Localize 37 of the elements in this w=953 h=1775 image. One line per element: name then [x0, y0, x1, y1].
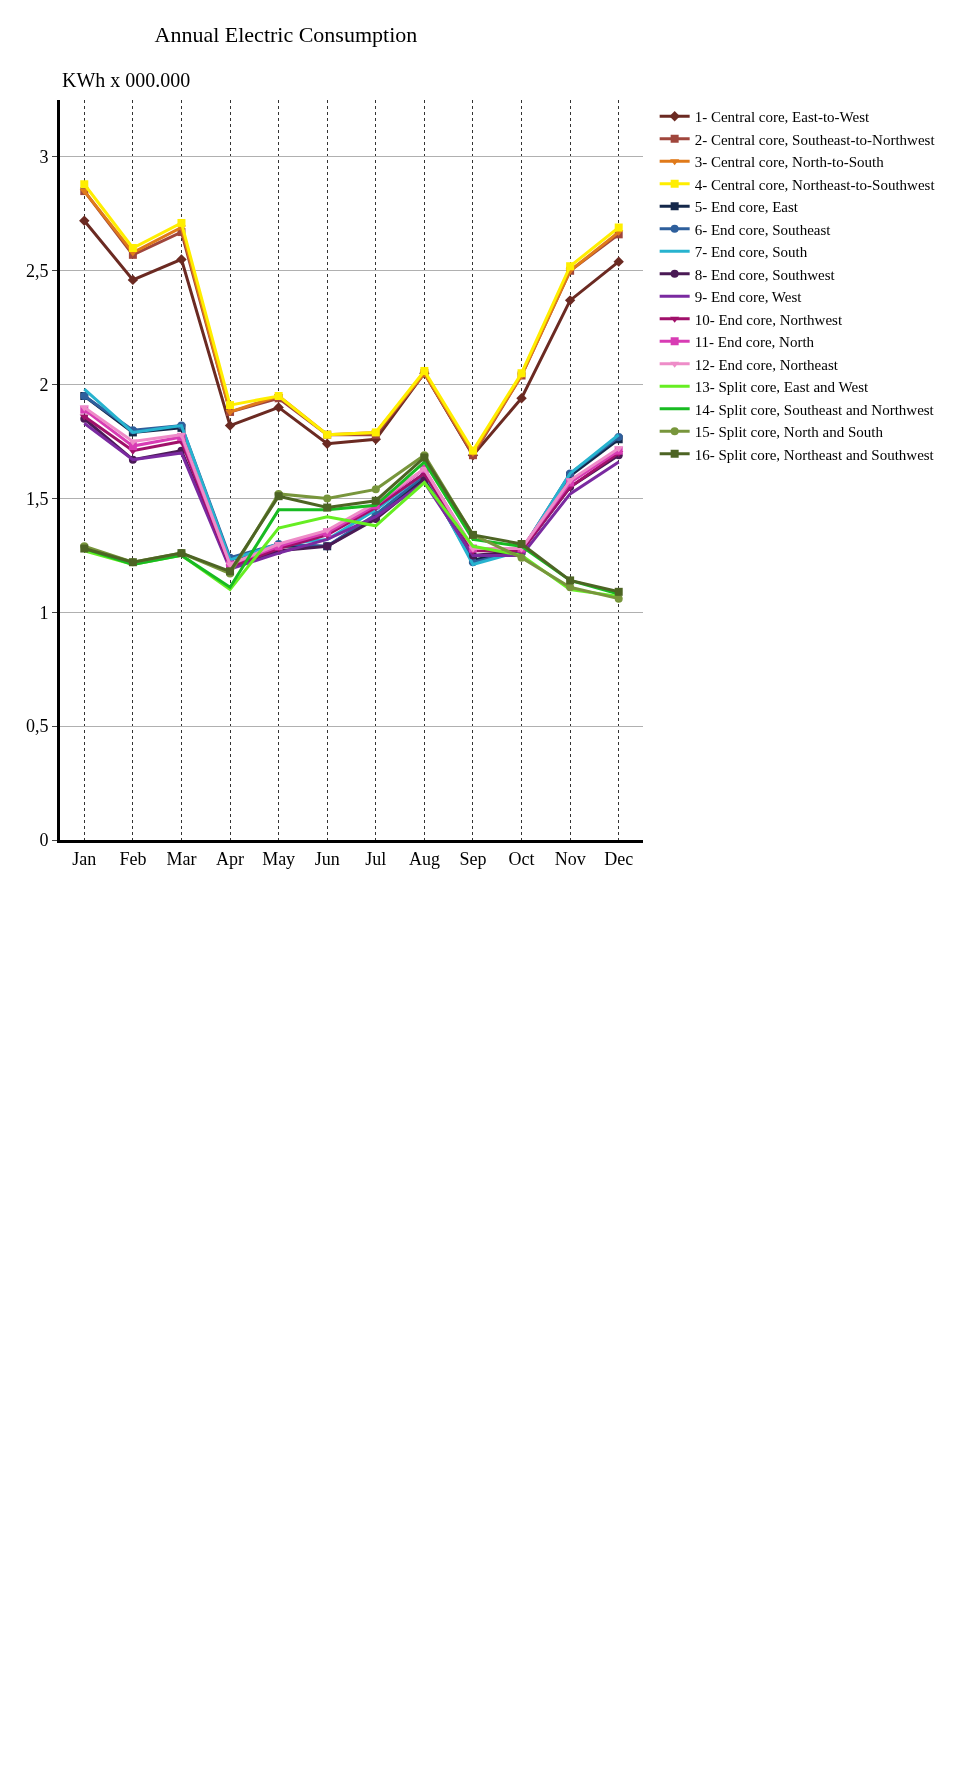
y-tick-label: 0,5 — [25, 716, 49, 737]
x-tick-label: Jun — [314, 848, 340, 869]
legend-label: 4- Central core, Northeast-to-Southwest — [694, 176, 936, 193]
y-tick-label: 2,5 — [25, 261, 49, 282]
x-tick-label: Aug — [408, 848, 440, 869]
legend-label: 13- Split core, East and West — [694, 379, 869, 396]
x-tick-label: Jul — [365, 848, 387, 869]
legend-label: 1- Central core, East-to-West — [694, 109, 871, 126]
y-tick-label: 1 — [39, 602, 49, 623]
x-tick-label: Feb — [119, 848, 147, 869]
y-tick-label: 1,5 — [25, 488, 49, 509]
x-tick-label: Sep — [459, 848, 487, 869]
legend-label: 3- Central core, North-to-South — [694, 154, 885, 171]
legend-label: 15- Split core, North and South — [694, 424, 884, 441]
y-tick-label: 0 — [39, 830, 49, 851]
x-tick-label: May — [262, 848, 296, 869]
legend-label: 6- End core, Southeast — [694, 221, 832, 238]
x-tick-label: Oct — [508, 848, 535, 869]
legend-label: 2- Central core, Southeast-to-Northwest — [694, 131, 936, 148]
y-axis-title: KWh x 000.000 — [62, 69, 191, 91]
x-tick-label: Dec — [604, 848, 634, 869]
x-tick-label: Jan — [72, 848, 97, 869]
legend-label: 16- Split core, Northeast and Southwest — [694, 446, 935, 463]
x-tick-label: Mar — [166, 848, 197, 869]
y-tick-label: 2 — [39, 374, 49, 395]
x-tick-label: Nov — [554, 848, 586, 869]
legend-label: 5- End core, East — [694, 199, 799, 216]
legend-label: 9- End core, West — [694, 289, 803, 306]
chart-title: Annual Electric Consumption — [154, 22, 418, 48]
legend-label: 7- End core, South — [694, 244, 808, 261]
x-tick-label: Apr — [216, 848, 245, 869]
legend-label: 11- End core, North — [694, 334, 815, 351]
legend-label: 12- End core, Northeast — [694, 356, 839, 373]
legend-label: 8- End core, Southwest — [694, 266, 836, 283]
legend-label: 14- Split core, Southeast and Northwest — [694, 401, 935, 418]
y-tick-label: 3 — [39, 147, 49, 168]
legend-label: 10- End core, Northwest — [694, 311, 843, 328]
